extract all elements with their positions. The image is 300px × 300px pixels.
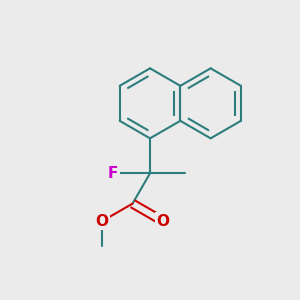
Text: F: F [108, 166, 119, 181]
Text: O: O [156, 214, 169, 229]
Text: O: O [96, 214, 109, 229]
